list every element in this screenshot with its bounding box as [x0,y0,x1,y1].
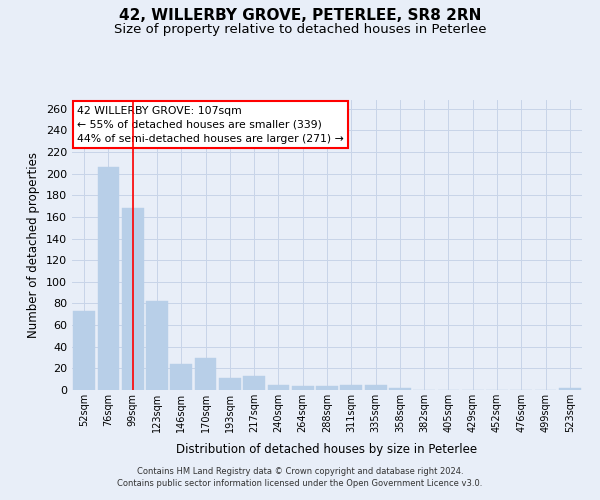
Bar [365,384,386,390]
Bar [97,167,119,390]
Y-axis label: Number of detached properties: Number of detached properties [28,152,40,338]
Bar [389,388,411,390]
Bar [268,384,289,390]
Bar [292,386,314,390]
Bar [146,302,168,390]
Bar [194,358,217,390]
Bar [122,208,143,390]
Text: 42, WILLERBY GROVE, PETERLEE, SR8 2RN: 42, WILLERBY GROVE, PETERLEE, SR8 2RN [119,8,481,22]
Text: Contains HM Land Registry data © Crown copyright and database right 2024.
Contai: Contains HM Land Registry data © Crown c… [118,466,482,487]
Bar [170,364,192,390]
Bar [340,384,362,390]
Text: Distribution of detached houses by size in Peterlee: Distribution of detached houses by size … [176,442,478,456]
Bar [243,376,265,390]
Text: Size of property relative to detached houses in Peterlee: Size of property relative to detached ho… [114,22,486,36]
Bar [73,311,95,390]
Bar [316,386,338,390]
Bar [559,388,581,390]
Bar [219,378,241,390]
Text: 42 WILLERBY GROVE: 107sqm
← 55% of detached houses are smaller (339)
44% of semi: 42 WILLERBY GROVE: 107sqm ← 55% of detac… [77,106,344,144]
